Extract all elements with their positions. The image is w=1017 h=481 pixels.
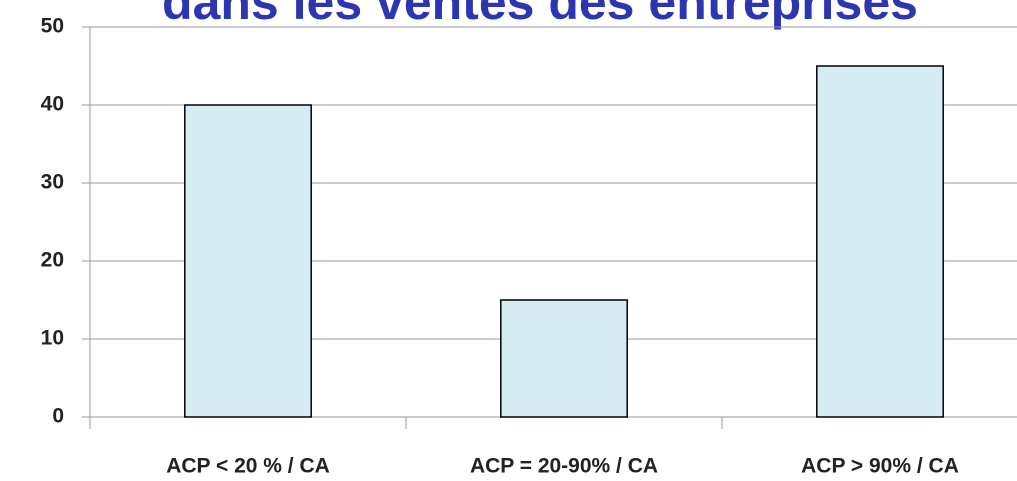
x-tick-label: ACP < 20 % / CA (166, 455, 330, 478)
bar (816, 65, 944, 418)
y-tick-label: 0 (52, 405, 64, 428)
bar (500, 299, 628, 418)
bar (184, 104, 312, 418)
y-tick-label: 20 (41, 249, 64, 272)
chart-title: dans les ventes des entreprises (162, 0, 918, 30)
y-tick-label: 50 (41, 15, 64, 38)
x-tick-label: ACP = 20-90% / CA (470, 455, 658, 478)
y-tick-label: 10 (41, 327, 64, 350)
x-tick-label: ACP > 90% / CA (801, 455, 959, 478)
y-tick-label: 40 (41, 93, 64, 116)
y-tick-label: 30 (41, 171, 64, 194)
